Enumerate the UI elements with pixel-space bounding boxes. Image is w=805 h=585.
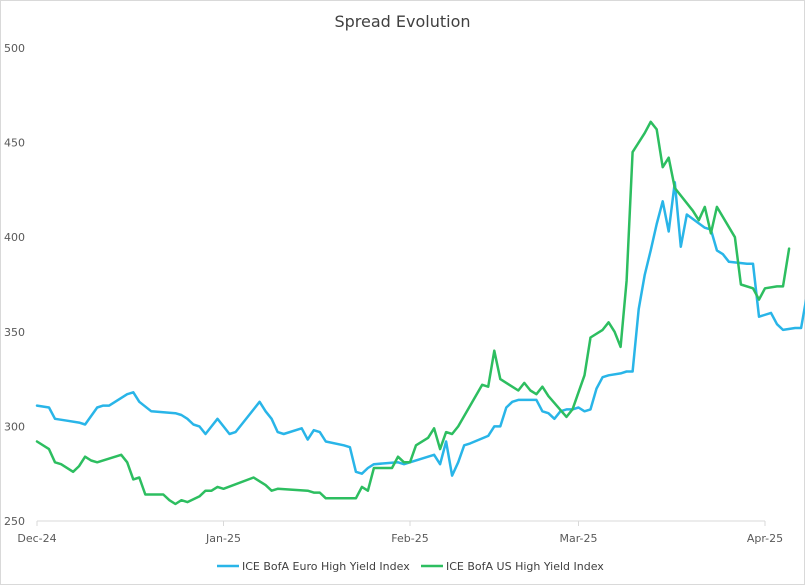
y-tick-label: 250 — [4, 515, 25, 528]
chart-title: Spread Evolution — [334, 12, 471, 31]
x-axis: Dec-24 Jan-25 Feb-25 Mar-25 Apr-25 — [17, 520, 783, 545]
x-tick-label: Jan-25 — [205, 532, 241, 545]
x-tick-label: Dec-24 — [17, 532, 56, 545]
x-tick-label: Feb-25 — [391, 532, 428, 545]
x-tick-label: Mar-25 — [559, 532, 597, 545]
y-tick-label: 400 — [4, 231, 25, 244]
series-line-us-high-yield — [35, 120, 791, 506]
legend-label: ICE BofA US High Yield Index — [446, 560, 604, 573]
y-tick-label: 300 — [4, 420, 25, 433]
legend: ICE BofA Euro High Yield Index ICE BofA U… — [217, 560, 604, 573]
legend-label: ICE BofA Euro High Yield Index — [242, 560, 410, 573]
series-line-euro-high-yield — [35, 181, 805, 477]
x-tick-label: Apr-25 — [747, 532, 783, 545]
y-tick-label: 350 — [4, 326, 25, 339]
y-tick-label: 500 — [4, 42, 25, 55]
y-axis-ticks: 250 300 350 400 450 500 — [4, 42, 25, 528]
series-layer — [35, 120, 805, 506]
y-tick-label: 450 — [4, 137, 25, 150]
